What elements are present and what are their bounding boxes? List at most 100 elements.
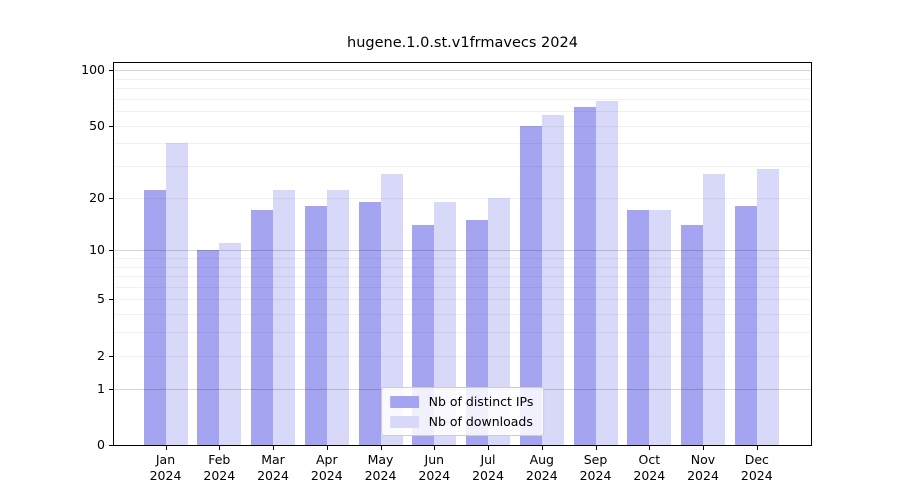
- x-tick-label-jul: Jul 2024: [460, 452, 516, 484]
- x-axis-line: [113, 445, 812, 446]
- x-tick-year: 2024: [740, 468, 773, 483]
- x-tick-label-oct: Oct 2024: [621, 452, 677, 484]
- x-tick-month: Aug: [529, 452, 554, 467]
- x-tick-month: Jan: [155, 452, 176, 467]
- bar-aug-downloads: [541, 115, 564, 446]
- bar-dec-downloads: [756, 168, 779, 446]
- gridline-minor-50: [113, 125, 812, 127]
- x-tick-label-jun: Jun 2024: [406, 452, 462, 484]
- x-tick-month: Apr: [315, 452, 338, 467]
- gridline-minor-3: [113, 332, 812, 334]
- x-tick-month: Feb: [208, 452, 231, 467]
- bar-jan-distinct-ips: [143, 190, 166, 446]
- x-tick-label-nov: Nov 2024: [675, 452, 731, 484]
- x-tick-aug: [541, 446, 543, 450]
- x-tick-month: Sep: [583, 452, 608, 467]
- bar-oct-downloads: [649, 210, 672, 446]
- bar-may-distinct-ips: [358, 201, 381, 446]
- x-tick-feb: [219, 446, 221, 450]
- gridline-minor-8: [113, 266, 812, 268]
- x-tick-year: 2024: [203, 468, 236, 483]
- x-tick-month: Oct: [638, 452, 661, 467]
- y-tick-50: [109, 125, 113, 127]
- x-tick-jun: [434, 446, 436, 450]
- x-tick-label-feb: Feb 2024: [191, 452, 247, 484]
- y-tick-label-10: 10: [89, 242, 105, 258]
- gridline-minor-7: [113, 276, 812, 277]
- gridline-minor-70: [113, 98, 812, 100]
- x-tick-year: 2024: [472, 468, 504, 483]
- x-tick-label-dec: Dec 2024: [729, 452, 785, 484]
- gridline-minor-2: [113, 355, 812, 357]
- gridline-minor-80: [113, 87, 812, 89]
- x-tick-may: [380, 446, 382, 450]
- bar-nov-distinct-ips: [681, 225, 703, 446]
- gridline-minor-20: [113, 197, 812, 199]
- legend-label-distinct-ips: Nb of distinct IPs: [428, 394, 534, 409]
- bar-mar-downloads: [273, 190, 295, 446]
- gridline-major-10: [113, 250, 812, 252]
- y-tick-100: [109, 70, 113, 71]
- x-tick-month: Mar: [261, 452, 285, 467]
- x-tick-apr: [326, 446, 328, 450]
- bar-apr-downloads: [326, 190, 349, 446]
- bar-mar-distinct-ips: [251, 210, 273, 446]
- bar-dec-distinct-ips: [734, 205, 757, 446]
- gridline-minor-30: [113, 166, 812, 167]
- x-tick-dec: [756, 446, 758, 450]
- y-tick-label-20: 20: [89, 189, 105, 205]
- x-tick-label-jan: Jan 2024: [138, 452, 194, 484]
- y-tick-10: [109, 250, 113, 252]
- x-tick-sep: [595, 446, 597, 450]
- legend-swatch-downloads: [389, 415, 419, 428]
- x-tick-month: May: [367, 452, 394, 467]
- x-tick-oct: [649, 446, 651, 450]
- bar-nov-downloads: [703, 174, 725, 446]
- x-tick-year: 2024: [364, 468, 397, 483]
- y-axis-line: [113, 62, 114, 446]
- y-tick-0: [109, 445, 113, 446]
- legend-swatch-distinct-ips: [389, 395, 419, 408]
- y-tick-label-1: 1: [97, 380, 105, 396]
- bar-apr-distinct-ips: [304, 205, 327, 446]
- legend: Nb of distinct IPs Nb of downloads: [380, 387, 545, 436]
- chart-title: hugene.1.0.st.v1frmavecs 2024: [347, 35, 578, 51]
- x-tick-month: Jul: [480, 452, 496, 467]
- x-tick-year: 2024: [149, 468, 182, 483]
- y-tick-2: [109, 355, 113, 357]
- x-tick-jan: [165, 446, 167, 450]
- bar-feb-distinct-ips: [197, 250, 220, 446]
- x-tick-year: 2024: [633, 468, 666, 483]
- y-tick-label-50: 50: [89, 117, 105, 133]
- x-tick-year: 2024: [310, 468, 343, 483]
- plot-border-top: [113, 62, 812, 63]
- bar-sep-distinct-ips: [573, 107, 596, 446]
- gridline-minor-4: [113, 314, 812, 316]
- plot-area: Nb of distinct IPs Nb of downloads: [113, 62, 812, 446]
- y-tick-5: [109, 299, 113, 301]
- x-tick-label-apr: Apr 2024: [299, 452, 355, 484]
- x-tick-month: Nov: [690, 452, 716, 467]
- bar-oct-distinct-ips: [627, 210, 650, 446]
- x-tick-nov: [703, 446, 704, 450]
- bar-aug-distinct-ips: [519, 125, 542, 446]
- y-tick-label-2: 2: [97, 347, 105, 363]
- legend-item-downloads: Nb of downloads: [389, 414, 534, 429]
- gridline-minor-40: [113, 143, 812, 145]
- gridline-minor-6: [113, 286, 812, 288]
- y-tick-label-100: 100: [81, 62, 105, 77]
- x-tick-year: 2024: [525, 468, 558, 483]
- x-tick-label-may: May 2024: [353, 452, 409, 484]
- gridline-minor-9: [113, 257, 812, 259]
- x-tick-label-aug: Aug 2024: [514, 452, 570, 484]
- gridline-major-100: [113, 70, 812, 71]
- gridline-minor-5: [113, 299, 812, 301]
- bar-jun-downloads: [434, 201, 457, 446]
- x-tick-month: Dec: [744, 452, 769, 467]
- gridline-minor-60: [113, 111, 812, 112]
- x-tick-year: 2024: [579, 468, 612, 483]
- x-tick-label-mar: Mar 2024: [245, 452, 301, 484]
- y-tick-1: [109, 388, 113, 390]
- bar-jul-downloads: [488, 197, 510, 446]
